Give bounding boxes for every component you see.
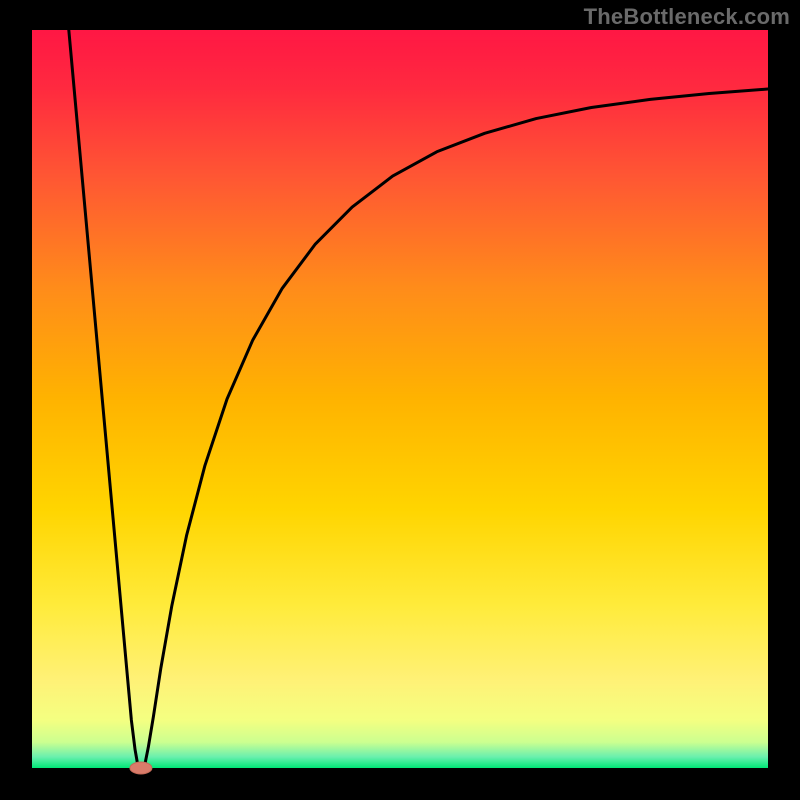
bottleneck-chart [0,0,800,800]
gradient-background [32,30,768,768]
optimum-marker [130,762,152,774]
chart-container: TheBottleneck.com [0,0,800,800]
watermark: TheBottleneck.com [584,4,790,30]
